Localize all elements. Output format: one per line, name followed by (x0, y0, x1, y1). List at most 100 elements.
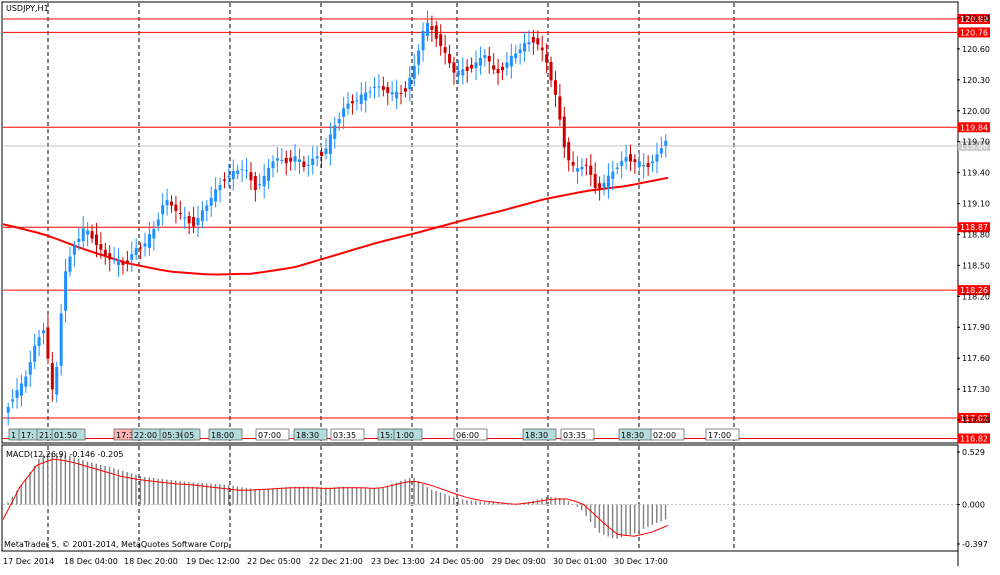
candle-body (103, 249, 107, 256)
candle-body (505, 62, 509, 68)
candle-body (200, 210, 204, 221)
candle-body (659, 148, 663, 154)
horizontal-levels[interactable]: 120.89 120.76 119.84 118.87 118.26 117.02 116.… (3, 14, 990, 444)
candle-body (183, 217, 187, 219)
level-label-box (958, 222, 990, 233)
price-tick-label: 120.60 (962, 45, 990, 54)
time-tick-label: 19 Dec 12:00 (186, 557, 240, 566)
candle-body (50, 363, 54, 390)
price-tick-label: 118.80 (962, 230, 990, 239)
event-tag-box (453, 428, 488, 441)
price-tick-label: 119.40 (962, 169, 990, 178)
time-tick-label: 23 Dec 13:00 (371, 557, 425, 566)
macd-pane-frame (1, 444, 959, 552)
event-tag-box (330, 428, 365, 441)
candle-body (55, 367, 59, 395)
candle-body (15, 390, 19, 398)
candle-body (584, 164, 588, 166)
candle-body (434, 25, 438, 39)
candle-body (576, 168, 580, 172)
candle-body (77, 238, 81, 242)
candle-body (390, 92, 394, 95)
candle-body (134, 248, 138, 256)
candle-body (280, 159, 284, 161)
candle-body (59, 313, 63, 366)
price-tick-label: 117.30 (962, 385, 990, 394)
candle-body (364, 92, 368, 101)
candle-body (386, 87, 390, 93)
candle-body (509, 56, 513, 67)
event-tag-label: 01:50 (54, 431, 77, 440)
candle-body (628, 154, 632, 162)
candles (6, 10, 668, 426)
candle-body (474, 62, 478, 69)
candle-body (315, 156, 319, 159)
candle-body (209, 197, 213, 206)
candle-body (562, 116, 566, 148)
candle-body (293, 156, 297, 162)
level-label: 120.89 (960, 15, 988, 24)
candle-body (355, 100, 359, 102)
time-tick-label: 30 Dec 17:00 (614, 557, 668, 566)
event-tag-box (51, 428, 86, 441)
event-tag-label: 05:30 (162, 431, 185, 440)
event-tag-box (393, 428, 423, 441)
time-tick-label: 17 Dec 2014 (3, 557, 54, 566)
candle-body (606, 175, 610, 189)
price-tick-label: 118.20 (962, 292, 990, 301)
candle-body (139, 247, 143, 249)
level-label-box (958, 285, 990, 296)
time-tick-label: 22 Dec 05:00 (247, 557, 301, 566)
candle-body (620, 161, 624, 167)
event-tag-label: 18:00 (211, 431, 234, 440)
event-tag-label: 22:00 (134, 431, 157, 440)
candle-body (245, 170, 249, 172)
level-label: 116.82 (960, 435, 988, 444)
event-tag-box (181, 428, 201, 441)
candle-body (121, 262, 125, 265)
candle-body (192, 217, 196, 227)
candle-body (646, 163, 650, 167)
candle-body (483, 55, 487, 59)
candle-body (161, 204, 165, 215)
candle-body (589, 165, 593, 175)
candle-body (178, 213, 182, 215)
candle-body (664, 140, 668, 146)
candle-body (439, 34, 443, 47)
level-label-box (958, 14, 990, 25)
candle-body (271, 161, 275, 169)
candle-body (156, 219, 160, 226)
candle-body (205, 205, 209, 211)
level-label-box (958, 433, 990, 444)
time-tick-label: 18 Dec 04:00 (64, 557, 118, 566)
level-label-box (958, 122, 990, 133)
macd-signal-line (2, 458, 669, 537)
candle-body (64, 271, 68, 311)
price-tick-label: 117.00 (962, 416, 990, 425)
candle-body (72, 245, 76, 255)
candle-body (267, 167, 271, 181)
macd-title: MACD(12,26,9) -0.146 -0.205 (6, 450, 123, 459)
event-tag-box (255, 428, 290, 441)
price-tick-label: 117.90 (962, 323, 990, 332)
candle-body (324, 148, 328, 155)
candle-body (359, 94, 363, 104)
price-tick-label: 119.70 (962, 138, 990, 147)
candle-body (492, 65, 496, 70)
candle-body (112, 259, 116, 261)
candle-body (461, 69, 465, 76)
candle-body (443, 47, 447, 53)
event-tag-box (208, 428, 243, 441)
time-axis: 17 Dec 2014 18 Dec 04:00 18 Dec 20:00 19 De… (3, 557, 668, 566)
event-tag-label: 03:35 (563, 431, 586, 440)
candle-body (37, 337, 41, 347)
event-tag-label: 02:00 (653, 431, 676, 440)
ma-line (2, 176, 669, 276)
level-label: 119.84 (960, 123, 988, 132)
candle-body (231, 171, 235, 180)
candle-body (289, 157, 293, 162)
event-tag-label: 1:00 (396, 431, 414, 440)
price-tick-label: 120.90 (962, 14, 990, 23)
